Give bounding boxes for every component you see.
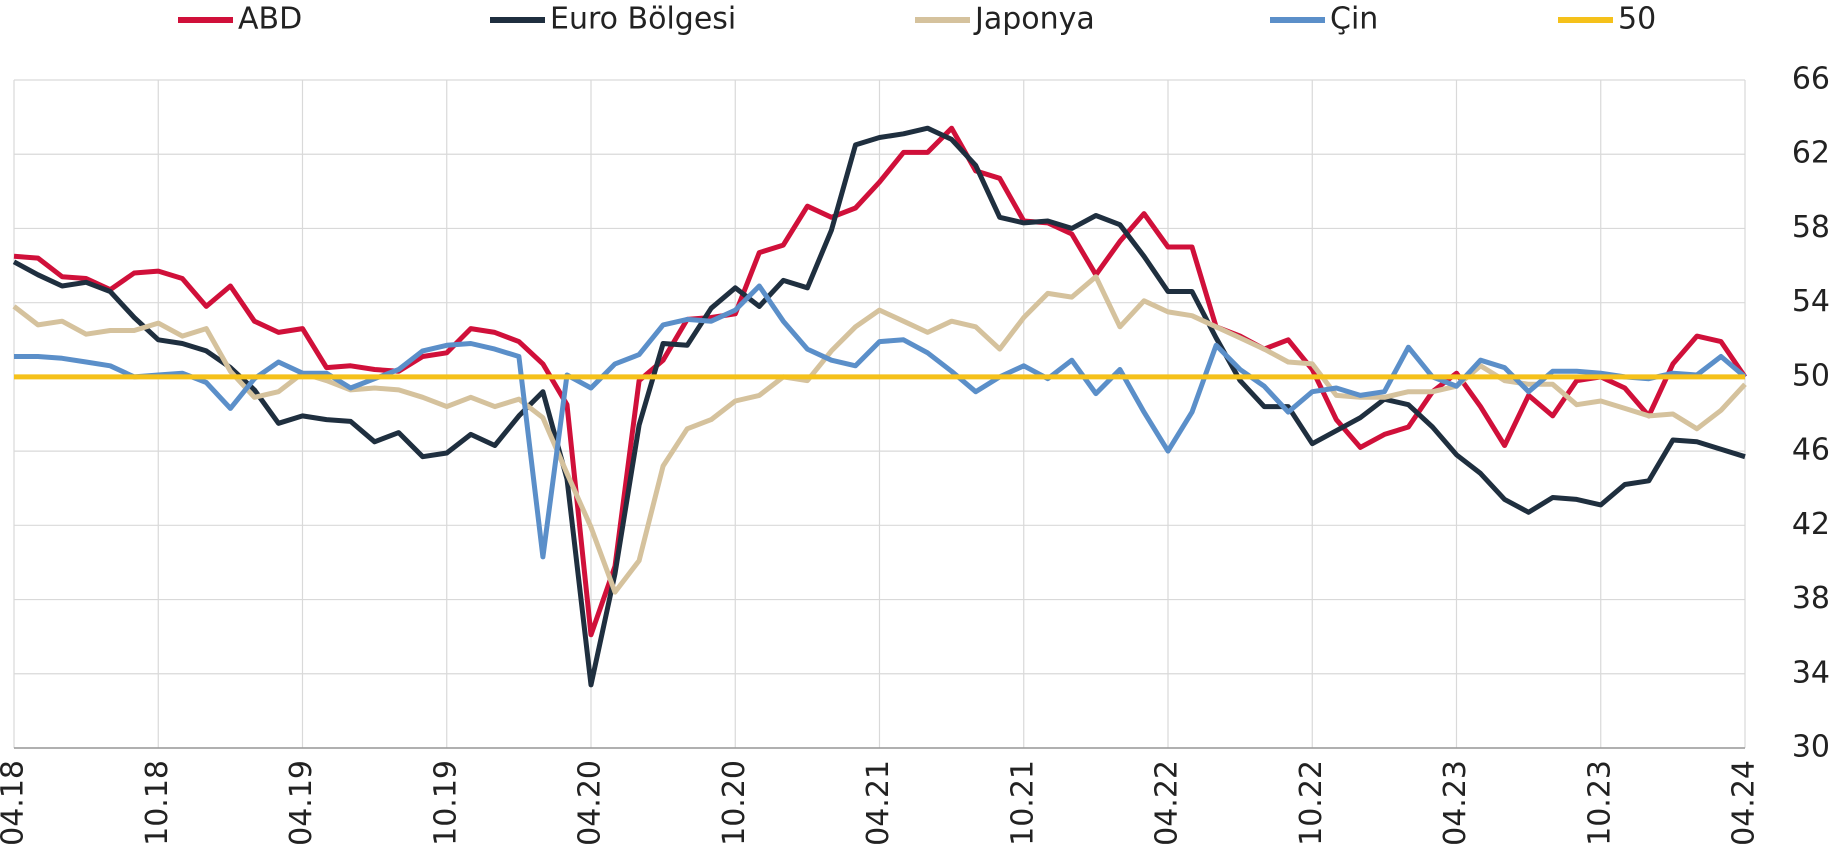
x-tick-label: 10.19 bbox=[428, 760, 463, 846]
y-tick-label: 46 bbox=[1792, 433, 1830, 468]
line-series bbox=[12, 125, 1746, 688]
y-tick-label: 50 bbox=[1792, 358, 1830, 393]
line-series bbox=[13, 125, 1748, 638]
x-tick-label: 04.19 bbox=[284, 760, 319, 846]
legend-label: ABD bbox=[238, 2, 302, 37]
x-tick-label: 10.20 bbox=[717, 760, 752, 846]
legend-label: Çin bbox=[1330, 2, 1378, 37]
legend-label: 50 bbox=[1618, 2, 1656, 37]
y-tick-label: 66 bbox=[1792, 62, 1830, 97]
x-tick-label: 04.22 bbox=[1150, 760, 1185, 846]
x-tick-label: 04.23 bbox=[1438, 760, 1473, 846]
y-tick-label: 58 bbox=[1792, 210, 1830, 245]
y-tick-label: 34 bbox=[1792, 655, 1830, 690]
x-tick-label: 10.23 bbox=[1582, 760, 1617, 846]
x-tick-label: 10.21 bbox=[1005, 760, 1040, 846]
y-tick-label: 30 bbox=[1792, 730, 1830, 765]
x-tick-label: 04.18 bbox=[0, 760, 31, 846]
legend-label: Japonya bbox=[973, 2, 1095, 37]
legend-label: Euro Bölgesi bbox=[550, 2, 736, 37]
y-tick-label: 38 bbox=[1792, 581, 1830, 616]
x-tick-label: 10.18 bbox=[140, 760, 175, 846]
y-tick-label: 62 bbox=[1792, 136, 1830, 171]
x-tick-label: 04.24 bbox=[1727, 760, 1762, 846]
x-tick-label: 04.20 bbox=[573, 760, 608, 846]
y-tick-label: 42 bbox=[1792, 507, 1830, 542]
x-tick-label: 10.22 bbox=[1294, 760, 1329, 846]
y-tick-label: 54 bbox=[1792, 284, 1830, 319]
line-series bbox=[14, 283, 1747, 560]
x-tick-label: 04.21 bbox=[861, 760, 896, 846]
